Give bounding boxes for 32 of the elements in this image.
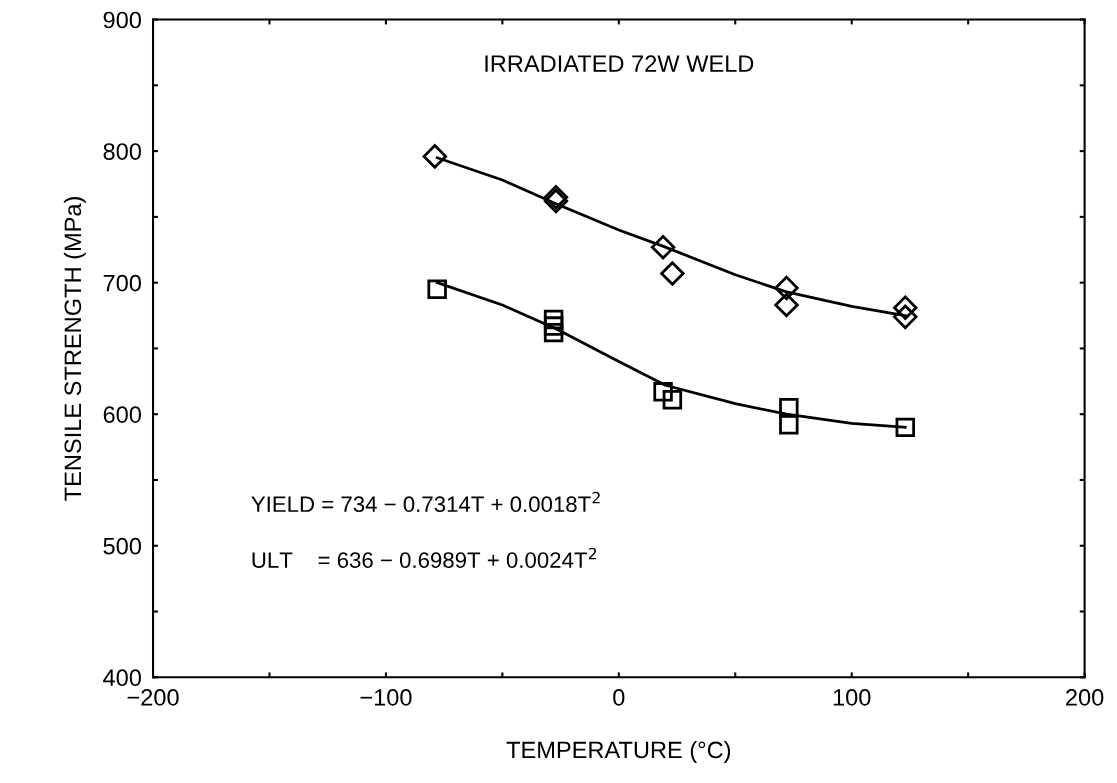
text: IRRADIATED 72W WELD: [485, 55, 754, 72]
point: [653, 382, 673, 402]
point: [895, 417, 915, 438]
point: [543, 316, 564, 336]
y-tick-label: 400: [103, 669, 141, 687]
y-tick-label: 900: [103, 11, 141, 29]
point: [774, 275, 799, 301]
x-tick-label: −100: [360, 689, 412, 706]
y-tick-label: 500: [103, 537, 141, 555]
point: [543, 322, 564, 343]
point: [893, 295, 918, 320]
y-tick-label: 600: [103, 406, 141, 423]
point: [893, 304, 918, 330]
point: [662, 390, 683, 410]
y-axis-title: TENSILE STRENGTH (MPa): [63, 197, 86, 501]
x-tick-label: 100: [833, 689, 871, 706]
y-tick-label: 700: [103, 274, 141, 292]
point: [774, 292, 799, 318]
point: [779, 415, 799, 435]
x-tick-label: 200: [1066, 689, 1104, 706]
x-tick-label: 0: [613, 689, 625, 706]
y-tick-label: 800: [103, 143, 141, 160]
point: [427, 279, 447, 299]
point: [779, 397, 799, 418]
x-axis-title: TEMPERATURE (°C): [506, 740, 731, 763]
annotation: ULT = 636 − 0.6989T + 0.0024T$^{2}$: [252, 547, 597, 568]
point: [422, 144, 448, 169]
point: [650, 234, 676, 260]
annotation: YIELD = 734 − 0.7314T + 0.0018T$^{2}$: [251, 491, 600, 513]
point: [660, 261, 685, 286]
x-tick-label: −200: [127, 689, 179, 706]
point: [543, 309, 564, 330]
